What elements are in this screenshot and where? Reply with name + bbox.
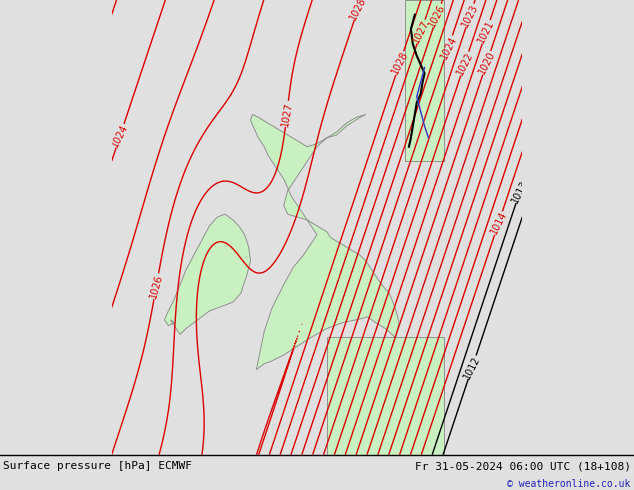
Text: 1028: 1028 <box>348 0 368 22</box>
Text: 1020: 1020 <box>477 49 497 76</box>
Text: 1024: 1024 <box>110 122 130 149</box>
Text: 1027: 1027 <box>411 18 431 45</box>
Polygon shape <box>405 0 444 161</box>
Polygon shape <box>164 214 250 335</box>
Text: 1021: 1021 <box>476 19 496 45</box>
Text: Surface pressure [hPa] ECMWF: Surface pressure [hPa] ECMWF <box>3 461 192 471</box>
Text: 1028: 1028 <box>390 50 410 76</box>
Polygon shape <box>250 114 399 369</box>
Text: 1024: 1024 <box>438 34 458 61</box>
Polygon shape <box>327 338 444 455</box>
Text: 1013: 1013 <box>510 178 530 204</box>
Text: 1026: 1026 <box>427 2 448 29</box>
Text: 1026: 1026 <box>148 273 164 299</box>
Text: 1012: 1012 <box>462 354 482 380</box>
Text: 1014: 1014 <box>488 210 508 236</box>
Text: © weatheronline.co.uk: © weatheronline.co.uk <box>507 479 631 489</box>
Text: 1022: 1022 <box>455 50 475 77</box>
Text: 1023: 1023 <box>460 2 480 29</box>
Text: 1027: 1027 <box>280 101 294 127</box>
Text: Fr 31-05-2024 06:00 UTC (18+108): Fr 31-05-2024 06:00 UTC (18+108) <box>415 461 631 471</box>
